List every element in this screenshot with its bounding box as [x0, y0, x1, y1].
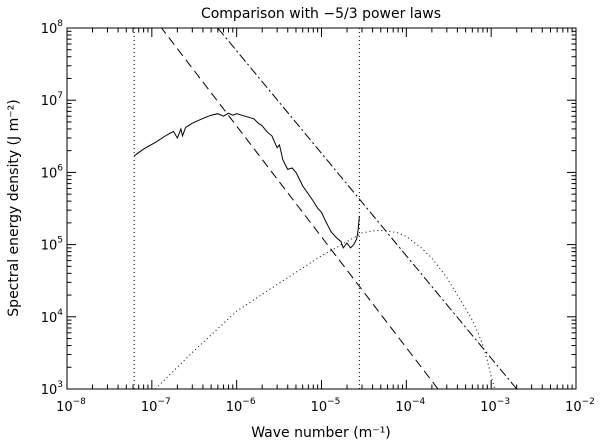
y-axis-label: Spectral energy density (J m⁻²): [6, 99, 22, 316]
plot-lines: [133, 28, 518, 389]
x-tick-label: 10−7: [141, 397, 171, 415]
y-tick-label: 107: [41, 91, 63, 109]
x-tick-label: 10−4: [395, 397, 425, 415]
x-tick-label: 10−3: [480, 397, 510, 415]
y-tick-label: 103: [41, 380, 63, 398]
y-tick-label: 105: [41, 236, 63, 254]
x-tick-label: 10−6: [226, 397, 256, 415]
power-law-dashed-line: [160, 28, 439, 389]
x-tick-label: 10−2: [565, 397, 595, 415]
model-dotted-curve: [154, 229, 496, 389]
x-tick-label: 10−8: [56, 397, 86, 415]
y-tick-label: 108: [41, 19, 64, 37]
x-axis-label: Wave number (m⁻¹): [251, 425, 391, 441]
plot-frame: [66, 27, 577, 390]
axis-ticks: [66, 27, 577, 390]
y-tick-label: 104: [41, 308, 64, 326]
measured-spectrum-line: [133, 112, 360, 249]
power-law-dashdot-line: [217, 28, 518, 389]
axis-tick-labels: 10−8 10−7 10−6 10−5 10−4 10−3 10−2 103 104 105 106…: [41, 19, 595, 415]
chart-title: Comparison with −5/3 power laws: [201, 6, 441, 22]
y-tick-label: 106: [41, 163, 64, 181]
x-tick-label: 10−5: [311, 397, 341, 415]
